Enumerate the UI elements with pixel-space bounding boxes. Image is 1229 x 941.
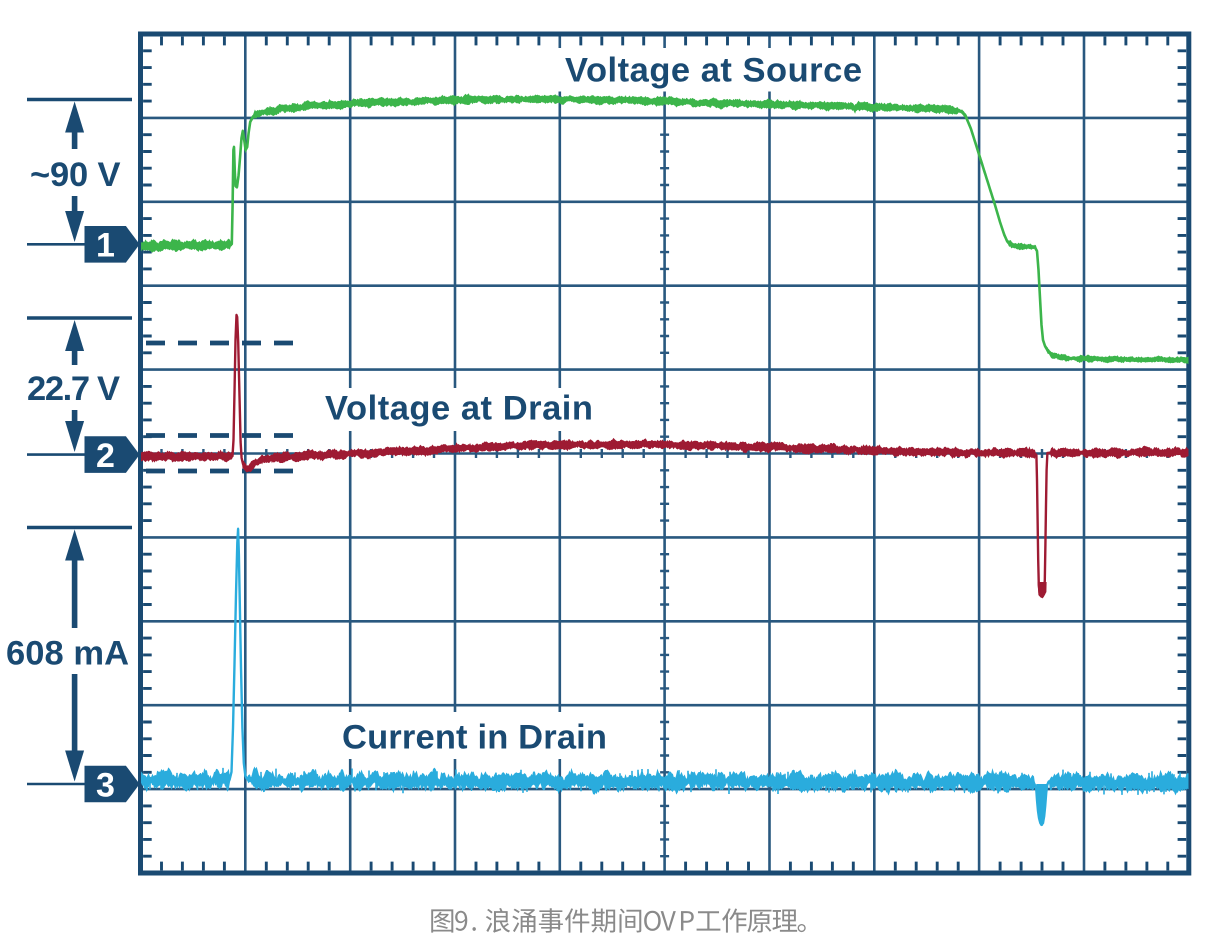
svg-text:3: 3 — [96, 766, 115, 804]
svg-text:Voltage at Source: Voltage at Source — [565, 52, 862, 90]
svg-text:Voltage at Drain: Voltage at Drain — [325, 390, 593, 428]
svg-text:22.7 V: 22.7 V — [27, 370, 120, 408]
svg-text:Current in Drain: Current in Drain — [342, 719, 607, 757]
svg-text:608 mA: 608 mA — [6, 635, 129, 673]
svg-text:~90 V: ~90 V — [30, 156, 121, 194]
svg-text:1: 1 — [96, 227, 115, 265]
svg-text:2: 2 — [96, 437, 115, 475]
